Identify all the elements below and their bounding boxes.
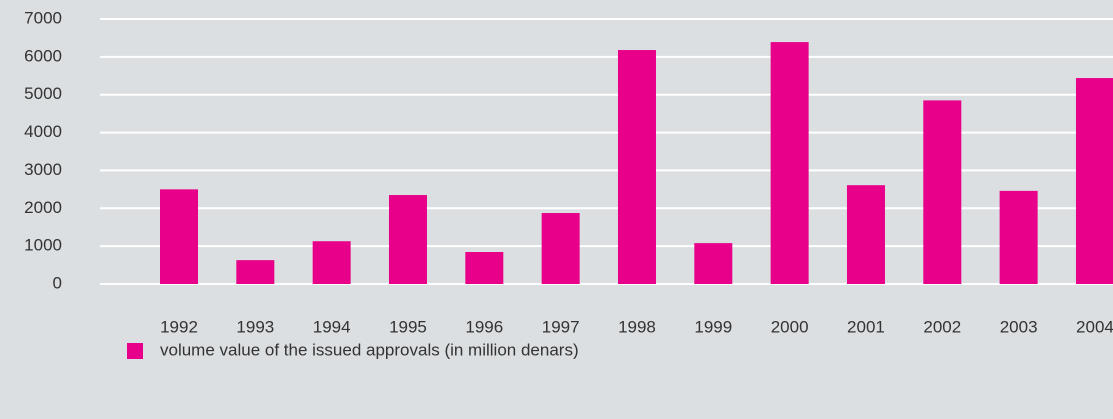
x-tick-label: 1998 [618,317,656,336]
y-tick-label: 3000 [24,160,62,179]
bar [999,190,1038,284]
x-tick-label: 2003 [1000,317,1038,336]
y-tick-label: 0 [53,273,62,292]
bar [160,189,198,284]
y-tick-label: 4000 [24,122,62,141]
y-tick-label: 1000 [24,236,62,255]
y-tick-label: 6000 [24,46,62,65]
x-tick-label: 1999 [694,317,732,336]
bar [770,42,809,284]
x-tick-label: 2000 [771,317,809,336]
x-tick-label: 2004 [1076,317,1113,336]
bar [312,241,351,284]
y-tick-label: 7000 [24,8,62,27]
bar [617,50,656,284]
x-tick-label: 1995 [389,317,427,336]
x-tick-label: 1994 [313,317,351,336]
bar [388,195,427,284]
x-tick-label: 1997 [542,317,580,336]
bar [541,213,580,284]
y-tick-label: 5000 [24,84,62,103]
bar [465,252,504,284]
x-tick-label: 1993 [236,317,274,336]
bar [1075,78,1113,284]
x-tick-label: 1996 [465,317,503,336]
bar [236,260,275,284]
bar [923,100,962,285]
bar [694,243,733,284]
x-tick-label: 1992 [160,317,198,336]
legend-label: volume value of the issued approvals (in… [160,340,579,359]
bar [846,185,885,284]
y-tick-label: 2000 [24,198,62,217]
x-tick-label: 2002 [923,317,961,336]
legend-swatch [127,343,143,359]
x-tick-label: 2001 [847,317,885,336]
